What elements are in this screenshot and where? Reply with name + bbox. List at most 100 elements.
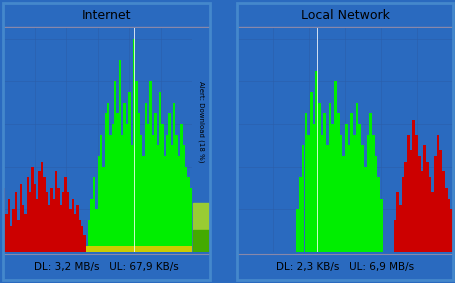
Bar (298, 177, 301, 252)
Bar (128, 246, 130, 252)
Bar (40, 162, 43, 252)
Bar (420, 171, 422, 252)
Bar (296, 209, 298, 252)
Bar (17, 220, 20, 252)
Bar (60, 205, 62, 252)
Bar (137, 113, 140, 252)
Bar (450, 209, 452, 252)
Bar (189, 188, 192, 252)
Bar (114, 81, 116, 252)
Bar (309, 92, 312, 252)
Bar (123, 103, 126, 252)
Bar (347, 145, 349, 252)
Bar (154, 113, 156, 252)
Bar (377, 177, 379, 252)
Bar (149, 81, 152, 252)
Bar (187, 177, 189, 252)
Bar (170, 246, 173, 252)
Bar (166, 135, 168, 252)
Bar (34, 184, 36, 252)
Bar (331, 124, 334, 252)
Bar (430, 192, 433, 252)
Bar (83, 235, 86, 252)
Bar (156, 246, 159, 252)
Bar (428, 177, 430, 252)
Bar (126, 124, 128, 252)
Bar (314, 71, 317, 252)
Bar (3, 188, 5, 252)
Bar (38, 171, 40, 252)
Bar (64, 177, 66, 252)
Bar (175, 246, 177, 252)
Text: Alert: Download (18 %): Alert: Download (18 %) (197, 81, 204, 163)
Bar (66, 192, 69, 252)
Bar (46, 192, 48, 252)
Bar (147, 124, 149, 252)
Bar (76, 205, 78, 252)
Bar (433, 156, 436, 252)
Bar (109, 246, 111, 252)
Bar (107, 246, 109, 252)
Bar (441, 171, 444, 252)
Bar (168, 246, 170, 252)
Bar (50, 188, 52, 252)
Bar (189, 246, 192, 252)
Bar (142, 156, 144, 252)
Bar (159, 246, 161, 252)
Bar (312, 124, 314, 252)
Bar (128, 92, 130, 252)
Bar (163, 156, 166, 252)
Bar (417, 156, 420, 252)
Bar (100, 246, 102, 252)
Bar (182, 246, 185, 252)
Bar (374, 156, 377, 252)
Bar (149, 246, 152, 252)
Bar (166, 246, 168, 252)
Bar (126, 246, 128, 252)
Bar (57, 188, 60, 252)
Bar (307, 135, 309, 252)
Bar (116, 113, 118, 252)
Bar (31, 167, 34, 252)
Bar (97, 246, 100, 252)
Bar (182, 145, 185, 252)
Bar (8, 199, 10, 252)
Bar (328, 103, 331, 252)
Text: Local Network: Local Network (300, 9, 389, 22)
Bar (334, 81, 336, 252)
Bar (358, 124, 360, 252)
Bar (71, 199, 74, 252)
Bar (22, 205, 24, 252)
Bar (170, 145, 173, 252)
Bar (152, 135, 154, 252)
Bar (102, 167, 104, 252)
Bar (78, 220, 81, 252)
Bar (95, 209, 97, 252)
Bar (369, 113, 371, 252)
Bar (97, 156, 100, 252)
Bar (130, 145, 133, 252)
Bar (185, 246, 187, 252)
Bar (81, 226, 83, 252)
Bar (48, 205, 50, 252)
Bar (363, 167, 366, 252)
Bar (92, 246, 95, 252)
Bar (412, 120, 415, 252)
Bar (88, 246, 90, 252)
Bar (43, 177, 46, 252)
Bar (144, 103, 147, 252)
Bar (88, 220, 90, 252)
Bar (404, 162, 406, 252)
Bar (55, 171, 57, 252)
Bar (92, 177, 95, 252)
Bar (140, 246, 142, 252)
Bar (90, 246, 92, 252)
Bar (90, 199, 92, 252)
Bar (371, 135, 374, 252)
Bar (114, 246, 116, 252)
Bar (111, 246, 114, 252)
Bar (320, 135, 323, 252)
Bar (36, 199, 38, 252)
Bar (422, 145, 425, 252)
Bar (62, 192, 64, 252)
